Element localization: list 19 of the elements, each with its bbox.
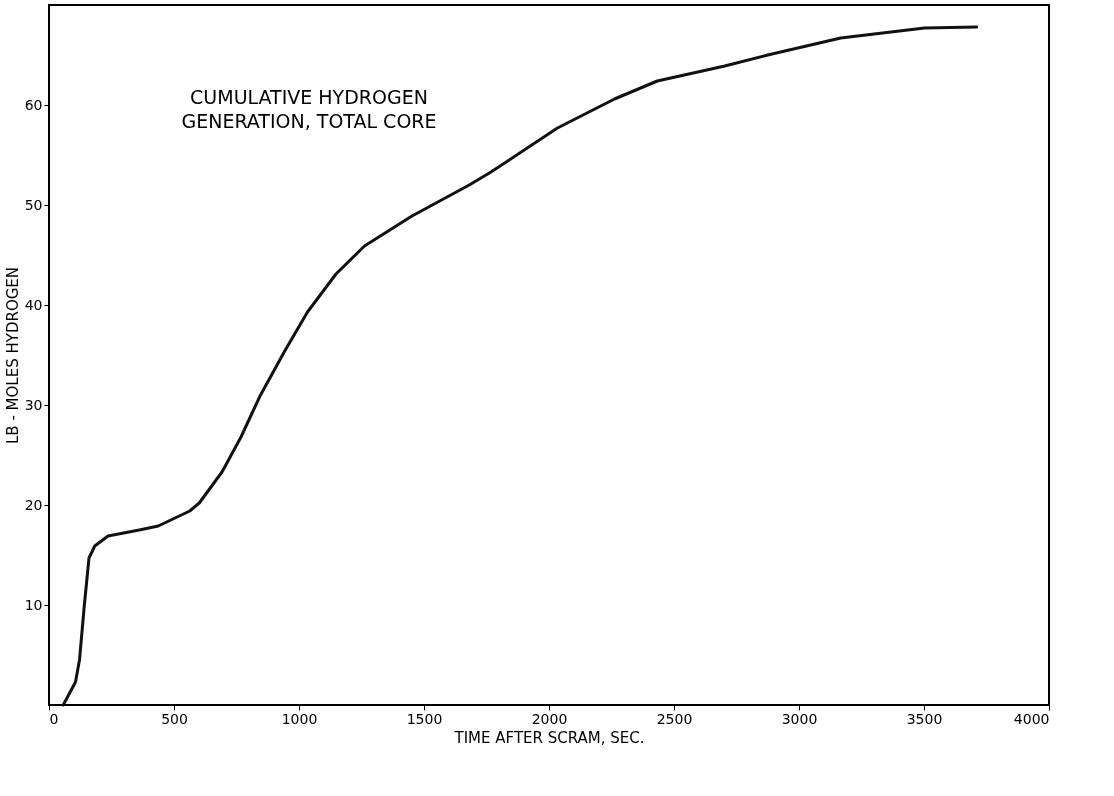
x-tick-label: 500 [161, 710, 188, 727]
y-tick-label: 60 [24, 96, 43, 113]
x-tick-label: 1000 [281, 710, 318, 727]
x-tick-label: 2000 [531, 710, 568, 727]
x-tick-label: 0 [49, 710, 59, 727]
x-tick-label: 4000 [1013, 710, 1050, 727]
x-axis-title: TIME AFTER SCRAM, SEC. [453, 728, 645, 747]
line-series [61, 25, 979, 707]
x-tick-label: 3500 [906, 710, 943, 727]
x-tick-label: 3000 [781, 710, 818, 727]
y-tick-label: 10 [24, 596, 43, 613]
x-tick-label: 1500 [406, 710, 443, 727]
y-tick-label: 50 [24, 196, 43, 213]
y-tick-label: 40 [24, 296, 43, 313]
x-tick-label: 2500 [656, 710, 693, 727]
y-tick-label: 30 [24, 396, 43, 413]
y-tick-label: 20 [24, 496, 43, 513]
annotation: CUMULATIVE HYDROGEN GENERATION, TOTAL CORE [181, 86, 437, 132]
y-axis-title: LB - MOLES HYDROGEN [3, 266, 22, 445]
